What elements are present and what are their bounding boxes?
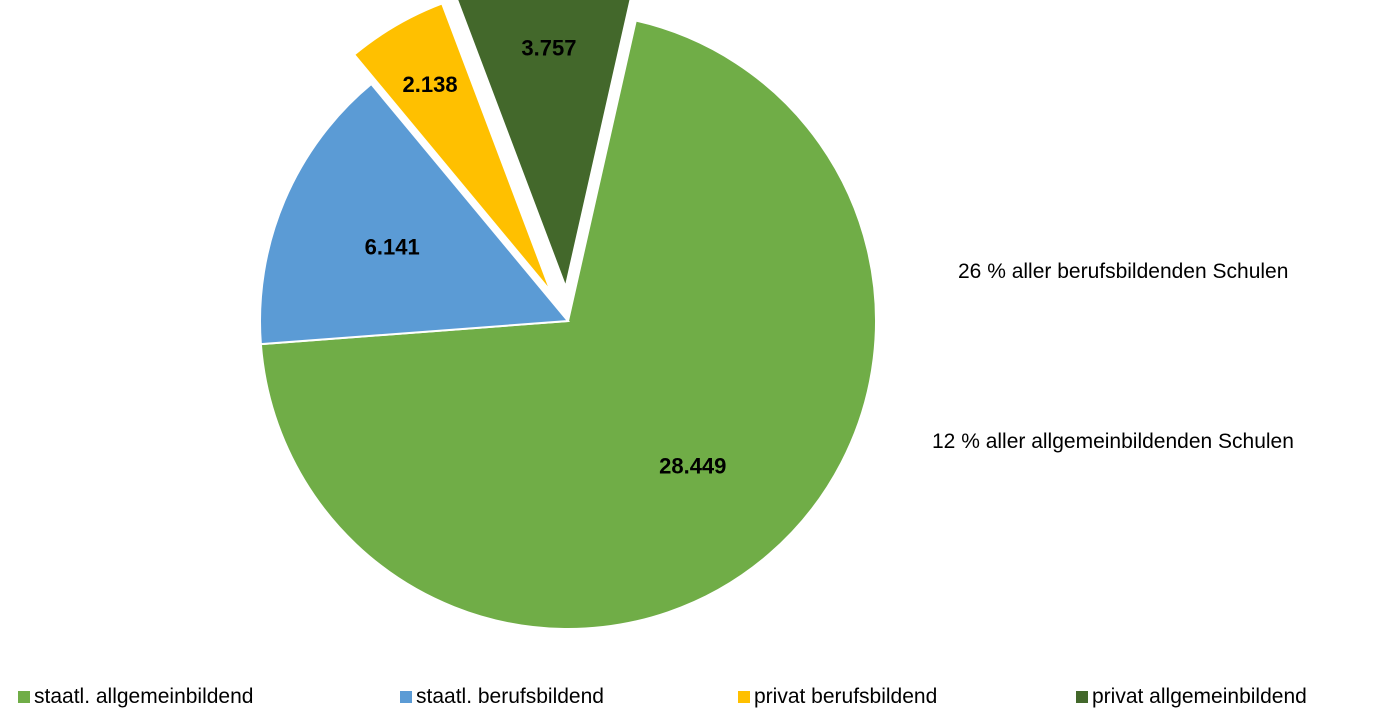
pie-slice-staatl-berufsbildend — [259, 82, 571, 346]
legend-item-staatl-allgemeinbildend: staatl. allgemeinbildend — [18, 682, 253, 712]
legend-swatch — [738, 691, 750, 703]
legend-label: staatl. allgemeinbildend — [34, 685, 254, 708]
pie-slice-privat-allgemeinbildend — [456, 0, 632, 291]
slice-labels: 28.449 6.141 2.138 3.757 — [365, 35, 727, 478]
legend-swatch — [400, 691, 412, 703]
legend-item-privat-berufsbildend: privat berufsbildend — [738, 682, 937, 712]
legend: staatl. allgemeinbildend staatl. berufsb… — [0, 682, 1397, 714]
annotation-allgemeinbildend: 12 % aller allgemeinbildenden Schulen — [932, 430, 1294, 453]
annotation-berufsbildend: 26 % aller berufsbildenden Schulen — [958, 260, 1288, 283]
slice-value-label: 28.449 — [659, 454, 726, 479]
pie-slice-staatl-allgemeinbildend — [259, 19, 877, 630]
slice-value-label: 3.757 — [521, 35, 576, 60]
pie-slices — [259, 0, 877, 630]
slice-value-label: 6.141 — [365, 234, 420, 259]
pie-chart: 28.449 6.141 2.138 3.757 26 % aller berufsb… — [259, 0, 1294, 630]
legend-item-privat-allgemeinbildend: privat allgemeinbildend — [1076, 682, 1307, 712]
legend-swatch — [18, 691, 30, 703]
legend-swatch — [1076, 691, 1088, 703]
legend-label: privat berufsbildend — [754, 685, 938, 708]
legend-item-staatl-berufsbildend: staatl. berufsbildend — [400, 682, 604, 712]
slice-value-label: 2.138 — [403, 72, 458, 97]
legend-label: privat allgemeinbildend — [1092, 685, 1307, 708]
pie-slice-privat-berufsbildend — [352, 2, 552, 293]
legend-label: staatl. berufsbildend — [416, 685, 604, 708]
